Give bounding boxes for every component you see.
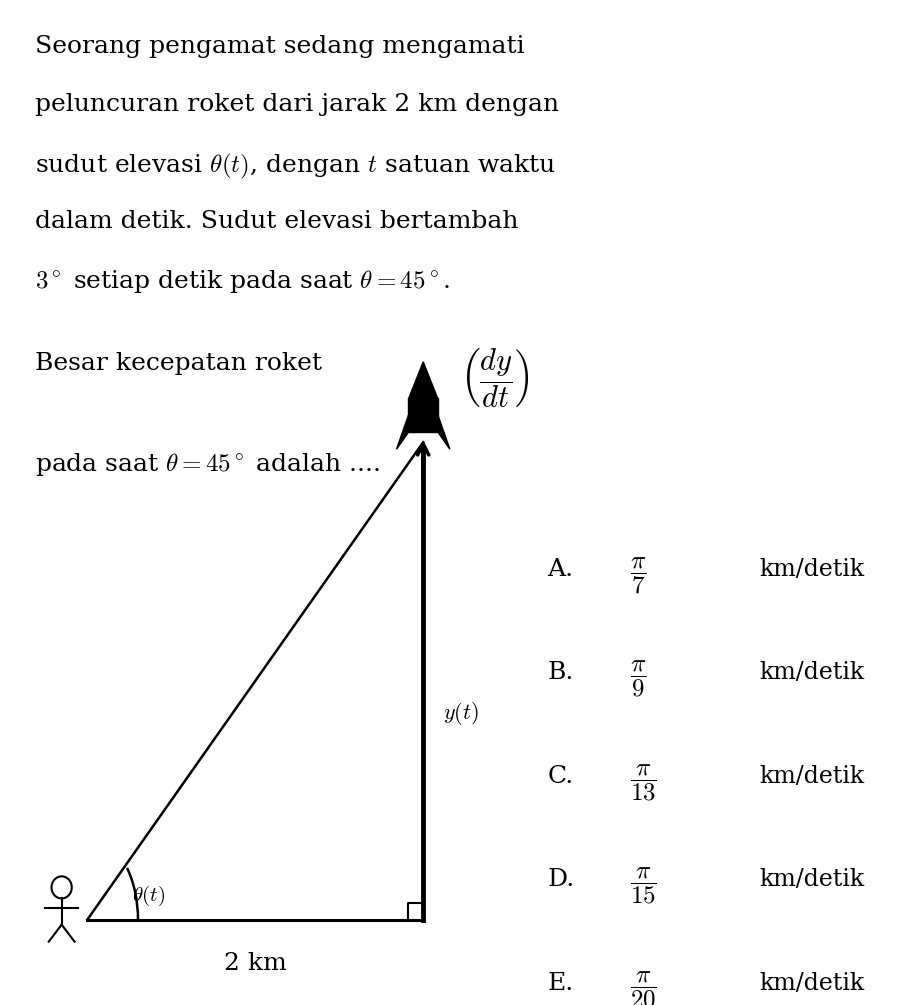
Text: dalam detik. Sudut elevasi bertambah: dalam detik. Sudut elevasi bertambah [35, 210, 518, 233]
Text: peluncuran roket dari jarak 2 km dengan: peluncuran roket dari jarak 2 km dengan [35, 93, 559, 117]
Text: $\dfrac{\pi}{9}$: $\dfrac{\pi}{9}$ [630, 658, 646, 699]
Text: $3^\circ$ setiap detik pada saat $\theta = 45^\circ$.: $3^\circ$ setiap detik pada saat $\theta… [35, 268, 449, 295]
Text: Seorang pengamat sedang mengamati: Seorang pengamat sedang mengamati [35, 35, 524, 58]
Text: B.: B. [547, 661, 573, 684]
Text: A.: A. [547, 558, 573, 581]
Text: sudut elevasi $\theta(t)$, dengan $t$ satuan waktu: sudut elevasi $\theta(t)$, dengan $t$ sa… [35, 152, 555, 181]
Text: pada saat $\theta = 45^\circ$ adalah ....: pada saat $\theta = 45^\circ$ adalah ...… [35, 451, 380, 477]
Text: $\dfrac{\pi}{13}$: $\dfrac{\pi}{13}$ [630, 762, 656, 803]
Text: $\dfrac{\pi}{15}$: $\dfrac{\pi}{15}$ [630, 865, 656, 907]
Text: km/detik: km/detik [758, 558, 863, 581]
Polygon shape [437, 415, 449, 449]
Text: $\theta(t)$: $\theta(t)$ [131, 883, 165, 908]
Text: E.: E. [547, 972, 573, 995]
Text: $y(t)$: $y(t)$ [443, 699, 479, 727]
Text: $\dfrac{\pi}{7}$: $\dfrac{\pi}{7}$ [630, 555, 646, 596]
Text: Besar kecepatan roket: Besar kecepatan roket [35, 352, 322, 375]
Polygon shape [396, 415, 408, 449]
Polygon shape [408, 362, 437, 399]
Bar [408, 398, 437, 432]
Text: $\left(\dfrac{dy}{dt}\right)$: $\left(\dfrac{dy}{dt}\right)$ [460, 347, 528, 410]
Text: km/detik: km/detik [758, 972, 863, 995]
Text: km/detik: km/detik [758, 868, 863, 891]
Text: C.: C. [547, 765, 573, 788]
Text: D.: D. [547, 868, 574, 891]
Text: 2 km: 2 km [223, 952, 287, 975]
Text: $\dfrac{\pi}{20}$: $\dfrac{\pi}{20}$ [630, 969, 656, 1005]
Text: km/detik: km/detik [758, 765, 863, 788]
Text: km/detik: km/detik [758, 661, 863, 684]
